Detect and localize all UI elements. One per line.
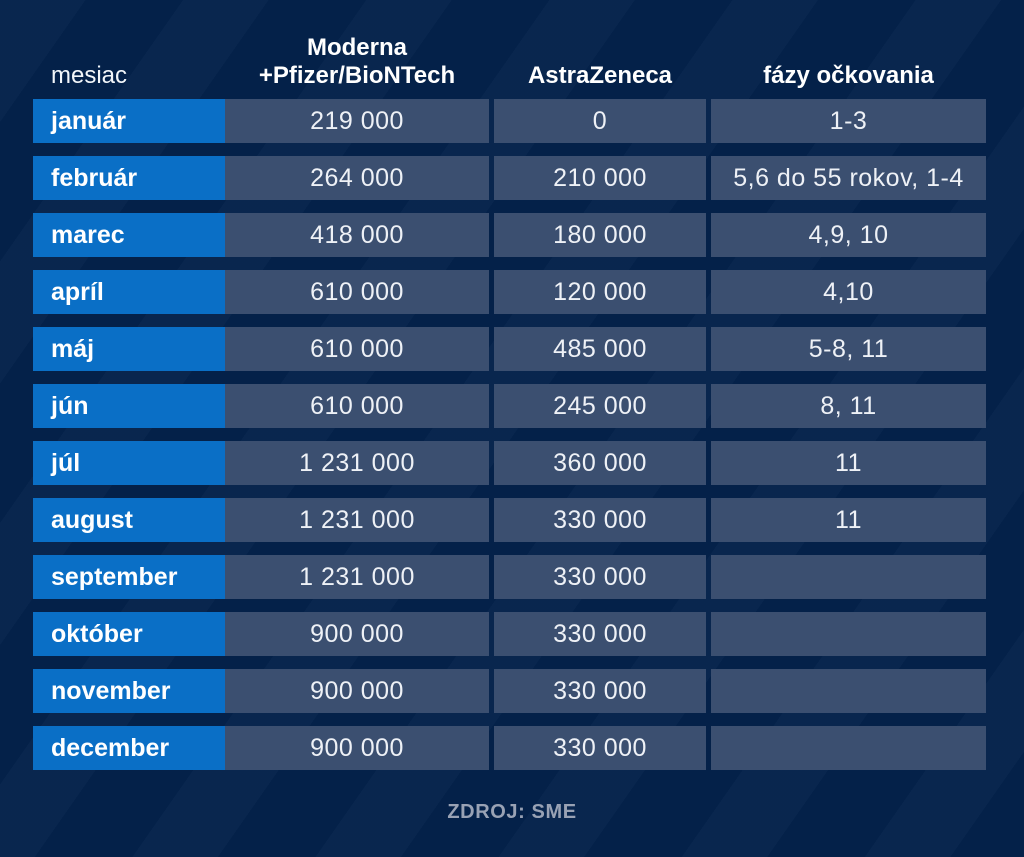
cell-astrazeneca: 330 000 — [494, 726, 706, 770]
cell-moderna-pfizer: 900 000 — [225, 726, 489, 770]
cell-month: október — [33, 612, 225, 656]
cell-astrazeneca: 210 000 — [494, 156, 706, 200]
cell-astrazeneca: 0 — [494, 99, 706, 143]
cell-month: august — [33, 498, 225, 542]
cell-moderna-pfizer: 418 000 — [225, 213, 489, 257]
cell-fazy-ockovania — [711, 669, 986, 713]
cell-month: december — [33, 726, 225, 770]
column-header-moderna-line1: Moderna — [306, 33, 407, 61]
cell-moderna-pfizer: 219 000 — [225, 99, 489, 143]
cell-fazy-ockovania: 8, 11 — [711, 384, 986, 428]
cell-astrazeneca: 330 000 — [494, 669, 706, 713]
cell-month: január — [33, 99, 225, 143]
cell-fazy-ockovania: 5,6 do 55 rokov, 1-4 — [711, 156, 986, 200]
column-header-mesiac: mesiac — [51, 62, 128, 89]
table-row: september 1 231 000 330 000 — [33, 555, 986, 599]
cell-astrazeneca: 485 000 — [494, 327, 706, 371]
vaccination-table: mesiac Moderna +Pfizer/BioNTech AstraZen… — [33, 0, 986, 783]
table-row: júl 1 231 000 360 000 11 — [33, 441, 986, 485]
cell-month: november — [33, 669, 225, 713]
table-row: marec 418 000 180 000 4,9, 10 — [33, 213, 986, 257]
cell-astrazeneca: 180 000 — [494, 213, 706, 257]
cell-fazy-ockovania — [711, 726, 986, 770]
cell-month: február — [33, 156, 225, 200]
cell-moderna-pfizer: 610 000 — [225, 327, 489, 371]
column-header-moderna-line2: +Pfizer/BioNTech — [258, 61, 456, 89]
cell-fazy-ockovania: 4,10 — [711, 270, 986, 314]
cell-moderna-pfizer: 610 000 — [225, 270, 489, 314]
cell-moderna-pfizer: 1 231 000 — [225, 441, 489, 485]
cell-month: júl — [33, 441, 225, 485]
cell-moderna-pfizer: 610 000 — [225, 384, 489, 428]
cell-moderna-pfizer: 264 000 — [225, 156, 489, 200]
table-row: máj 610 000 485 000 5-8, 11 — [33, 327, 986, 371]
table-row: apríl 610 000 120 000 4,10 — [33, 270, 986, 314]
cell-month: jún — [33, 384, 225, 428]
cell-moderna-pfizer: 900 000 — [225, 669, 489, 713]
cell-astrazeneca: 330 000 — [494, 498, 706, 542]
column-header-fazy-ockovania: fázy očkovania — [763, 62, 934, 89]
cell-month: marec — [33, 213, 225, 257]
table-row: december 900 000 330 000 — [33, 726, 986, 770]
cell-fazy-ockovania: 1-3 — [711, 99, 986, 143]
cell-fazy-ockovania: 5-8, 11 — [711, 327, 986, 371]
table-row: august 1 231 000 330 000 11 — [33, 498, 986, 542]
cell-fazy-ockovania: 4,9, 10 — [711, 213, 986, 257]
cell-fazy-ockovania — [711, 612, 986, 656]
cell-month: september — [33, 555, 225, 599]
table-row: február 264 000 210 000 5,6 do 55 rokov, 1-… — [33, 156, 986, 200]
cell-month: máj — [33, 327, 225, 371]
table-header-row: mesiac Moderna +Pfizer/BioNTech AstraZen… — [33, 0, 986, 99]
cell-astrazeneca: 330 000 — [494, 612, 706, 656]
cell-fazy-ockovania: 11 — [711, 441, 986, 485]
table-body: január 219 000 0 1-3 február 264 000 210 000 5,… — [33, 99, 986, 770]
cell-month: apríl — [33, 270, 225, 314]
cell-astrazeneca: 120 000 — [494, 270, 706, 314]
table-row: jún 610 000 245 000 8, 11 — [33, 384, 986, 428]
cell-fazy-ockovania — [711, 555, 986, 599]
cell-moderna-pfizer: 1 231 000 — [225, 555, 489, 599]
column-header-moderna-pfizer: Moderna +Pfizer/BioNTech — [225, 34, 489, 90]
table-row: november 900 000 330 000 — [33, 669, 986, 713]
cell-moderna-pfizer: 900 000 — [225, 612, 489, 656]
cell-astrazeneca: 330 000 — [494, 555, 706, 599]
cell-astrazeneca: 245 000 — [494, 384, 706, 428]
table-row: január 219 000 0 1-3 — [33, 99, 986, 143]
table-row: október 900 000 330 000 — [33, 612, 986, 656]
cell-fazy-ockovania: 11 — [711, 498, 986, 542]
cell-moderna-pfizer: 1 231 000 — [225, 498, 489, 542]
source-credit: ZDROJ: SME — [447, 801, 577, 823]
column-header-astrazeneca: AstraZeneca — [527, 62, 673, 89]
cell-astrazeneca: 360 000 — [494, 441, 706, 485]
